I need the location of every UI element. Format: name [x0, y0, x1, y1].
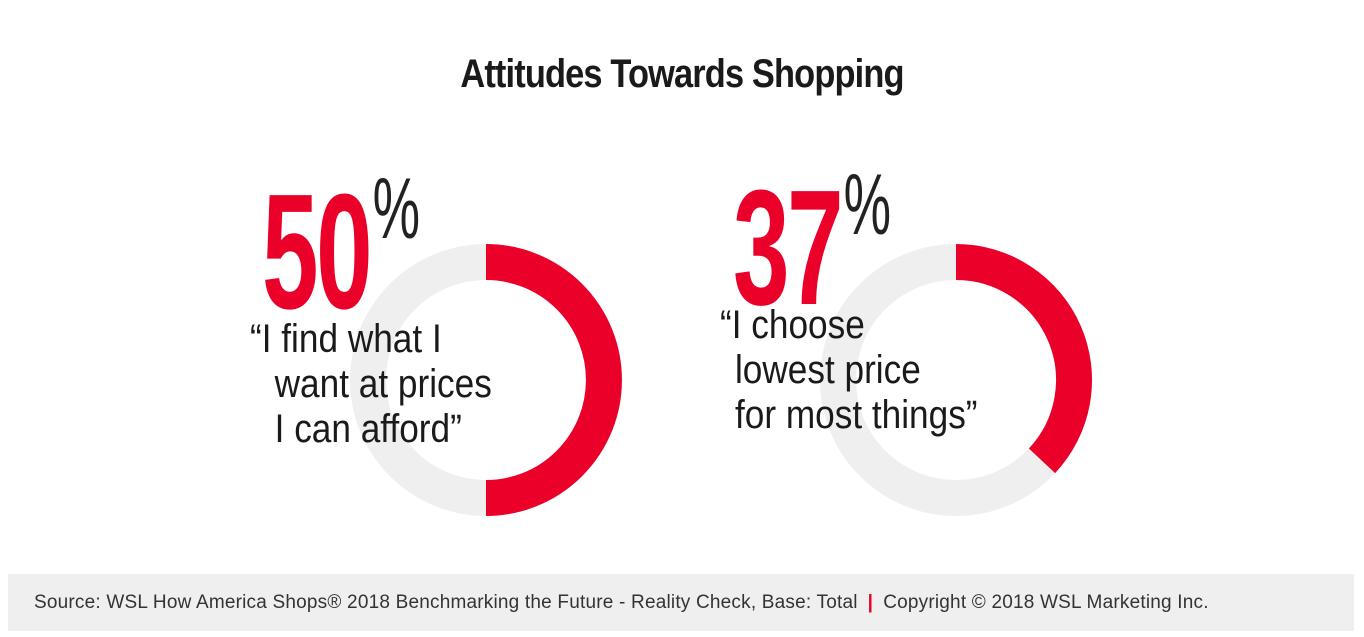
stat-value-2: 37%: [733, 162, 891, 330]
stat-quote-2: “I choose lowest price for most things”: [720, 303, 978, 438]
stat-quote-1: “I find what I want at prices I can affo…: [250, 317, 492, 452]
stat-number-2: 37: [733, 156, 844, 339]
footer-text: Source: WSL How America Shops® 2018 Benc…: [34, 592, 1209, 614]
percent-sign-1: %: [372, 161, 421, 257]
stat-number-1: 50: [262, 160, 373, 343]
quote-1-line-1: “I find what I: [250, 317, 442, 361]
copyright-text: Copyright © 2018 WSL Marketing Inc.: [883, 592, 1209, 613]
quote-2-line-3: for most things”: [734, 393, 978, 437]
footer-separator: |: [867, 592, 874, 613]
quote-2-line-2: lowest price: [734, 348, 921, 392]
quote-2-line-1: “I choose: [720, 303, 865, 347]
source-text: Source: WSL How America Shops® 2018 Benc…: [34, 592, 858, 613]
percent-sign-2: %: [843, 157, 892, 253]
donut-value-arc-1: [485, 244, 622, 516]
footer-bar: Source: WSL How America Shops® 2018 Benc…: [8, 574, 1354, 631]
stat-value-1: 50%: [262, 166, 420, 334]
quote-1-line-2: want at prices: [274, 362, 492, 406]
chart-title: Attitudes Towards Shopping: [460, 52, 904, 96]
donut-value-arc-2: [955, 244, 1092, 474]
quote-1-line-3: I can afford”: [274, 407, 462, 451]
